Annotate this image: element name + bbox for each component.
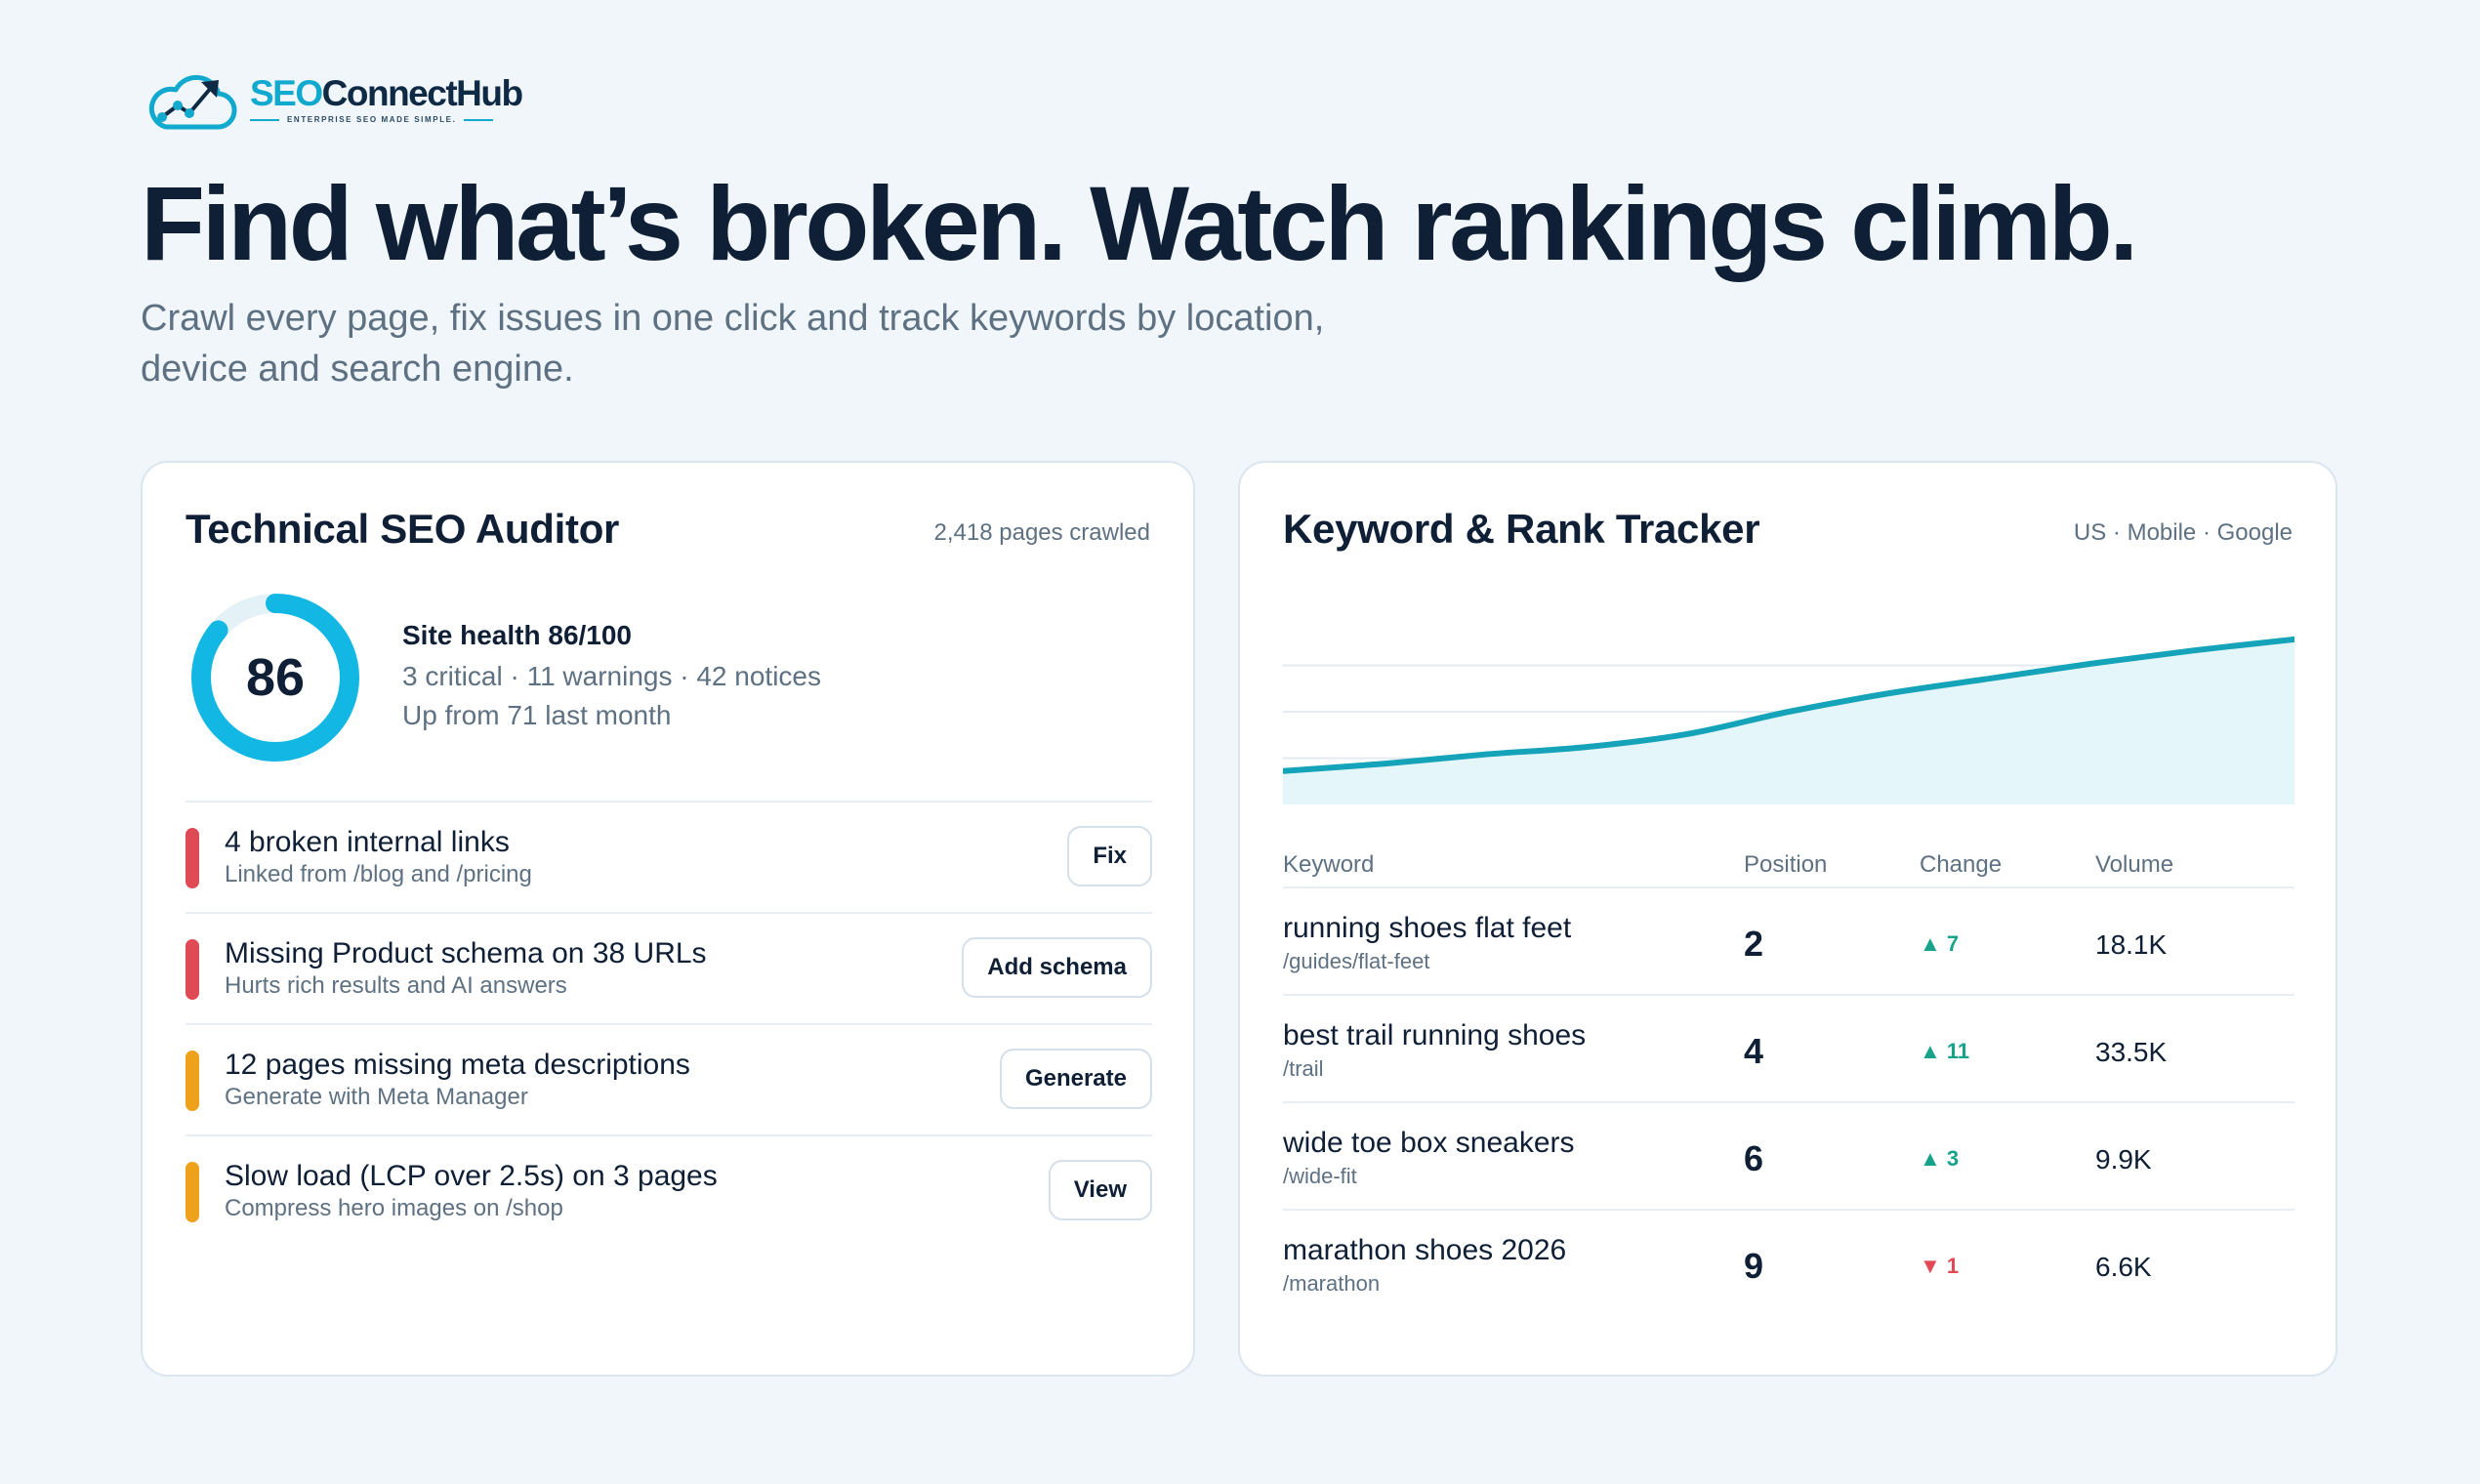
issue-row-broken-links: 4 broken internal links Linked from /blo…	[186, 803, 1152, 914]
keyword: marathon shoes 2026	[1283, 1234, 1567, 1266]
issue-title: 4 broken internal links	[225, 826, 510, 858]
rank-position: 2	[1744, 924, 1764, 964]
ranking-trend-chart	[1283, 636, 2294, 804]
hero-subtitle: Crawl every page, fix issues in one clic…	[141, 298, 1325, 390]
rank-change: ▲ 11	[1920, 1039, 1970, 1063]
issue-subtitle: Hurts rich results and AI answers	[225, 972, 567, 999]
search-volume: 18.1K	[2095, 929, 2168, 960]
rank-change: ▼ 1	[1920, 1254, 1960, 1278]
search-volume: 9.9K	[2095, 1144, 2152, 1175]
generate-button[interactable]: Generate	[999, 1049, 1152, 1109]
rank-position: 6	[1744, 1138, 1764, 1178]
table-row[interactable]: best trail running shoes /trail 4 ▲ 11 3…	[1283, 996, 2294, 1103]
column-volume[interactable]: Volume	[2095, 851, 2174, 878]
issue-subtitle: Linked from /blog and /pricing	[225, 861, 532, 887]
brand-tagline-row: ENTERPRISE SEO MADE SIMPLE.	[250, 115, 522, 124]
issue-title: 12 pages missing meta descriptions	[225, 1049, 690, 1081]
pages-crawled: 2,418 pages crawled	[933, 519, 1150, 546]
table-header: Keyword Position Change Volume	[1283, 845, 2294, 888]
table-row[interactable]: wide toe box sneakers /wide-fit 6 ▲ 3 9.…	[1283, 1103, 2294, 1211]
brand-name: SEOConnectHub	[250, 73, 523, 113]
column-position[interactable]: Position	[1744, 851, 1828, 878]
brand-logo[interactable]: SEOConnectHub ENTERPRISE SEO MADE SIMPLE…	[141, 68, 523, 139]
keyword-url: /trail	[1283, 1056, 1324, 1081]
issue-title: Missing Product schema on 38 URLs	[225, 937, 707, 969]
severity-bar	[186, 828, 199, 888]
keyword-table: Keyword Position Change Volume running s…	[1283, 845, 2294, 1318]
add-schema-button[interactable]: Add schema	[962, 937, 1152, 998]
column-change[interactable]: Change	[1920, 851, 2003, 878]
auditor-title: Technical SEO Auditor	[186, 506, 620, 552]
view-button[interactable]: View	[1048, 1160, 1152, 1220]
severity-bar	[186, 939, 199, 1000]
table-row[interactable]: running shoes flat feet /guides/flat-fee…	[1283, 888, 2294, 996]
hero-title: Find what’s broken. Watch rankings climb…	[141, 164, 2138, 282]
issue-list: 4 broken internal links Linked from /blo…	[186, 801, 1152, 1248]
search-volume: 33.5K	[2095, 1037, 2168, 1067]
site-health-gauge-arc	[191, 594, 359, 762]
keyword: wide toe box sneakers	[1283, 1127, 1575, 1159]
rank-position: 9	[1744, 1246, 1764, 1286]
issue-subtitle: Compress hero images on /shop	[225, 1195, 563, 1221]
severity-bar	[186, 1162, 199, 1222]
site-health-summary: Site health 86/100 3 critical · 11 warni…	[402, 619, 821, 732]
cloud-growth-icon	[148, 74, 237, 130]
rank-position: 4	[1744, 1031, 1764, 1071]
fix-button[interactable]: Fix	[1067, 826, 1152, 886]
rank-change: ▲ 7	[1920, 931, 1960, 956]
keyword-url: /wide-fit	[1283, 1164, 1357, 1188]
issue-row-slow-load: Slow load (LCP over 2.5s) on 3 pages Com…	[186, 1136, 1152, 1248]
tracker-title: Keyword & Rank Tracker	[1283, 506, 1760, 552]
keyword: best trail running shoes	[1283, 1019, 1587, 1051]
table-row[interactable]: marathon shoes 2026 /marathon 9 ▼ 1 6.6K	[1283, 1211, 2294, 1318]
chart-area-fill	[1283, 639, 2294, 804]
chart-series-line	[1283, 636, 2294, 774]
keyword-rank-tracker-card: Keyword & Rank Tracker US · Mobile · Goo…	[1238, 461, 2337, 1377]
tracking-context: US · Mobile · Google	[2073, 519, 2293, 546]
site-health-title: Site health 86/100	[402, 620, 633, 650]
brand-tagline: ENTERPRISE SEO MADE SIMPLE.	[287, 115, 457, 124]
severity-bar	[186, 1051, 199, 1111]
site-health-score: 86	[245, 648, 306, 707]
issue-row-meta-descriptions: 12 pages missing meta descriptions Gener…	[186, 1025, 1152, 1136]
keyword: running shoes flat feet	[1283, 912, 1572, 944]
search-volume: 6.6K	[2095, 1252, 2152, 1282]
issue-row-product-schema: Missing Product schema on 38 URLs Hurts …	[186, 914, 1152, 1025]
issue-subtitle: Generate with Meta Manager	[225, 1084, 528, 1110]
keyword-url: /marathon	[1283, 1271, 1381, 1296]
issue-counts: 3 critical · 11 warnings · 42 notices	[402, 661, 821, 691]
issue-title: Slow load (LCP over 2.5s) on 3 pages	[225, 1160, 718, 1192]
tagline-rule-right	[464, 118, 494, 121]
technical-seo-auditor-card: Technical SEO Auditor 2,418 pages crawle…	[141, 461, 1195, 1377]
keyword-url: /guides/flat-feet	[1283, 949, 1430, 973]
rank-change: ▲ 3	[1920, 1146, 1960, 1171]
column-keyword[interactable]: Keyword	[1283, 851, 1375, 878]
tagline-rule-left	[250, 118, 279, 121]
health-trend: Up from 71 last month	[402, 700, 672, 730]
site-health-gauge	[191, 594, 359, 762]
